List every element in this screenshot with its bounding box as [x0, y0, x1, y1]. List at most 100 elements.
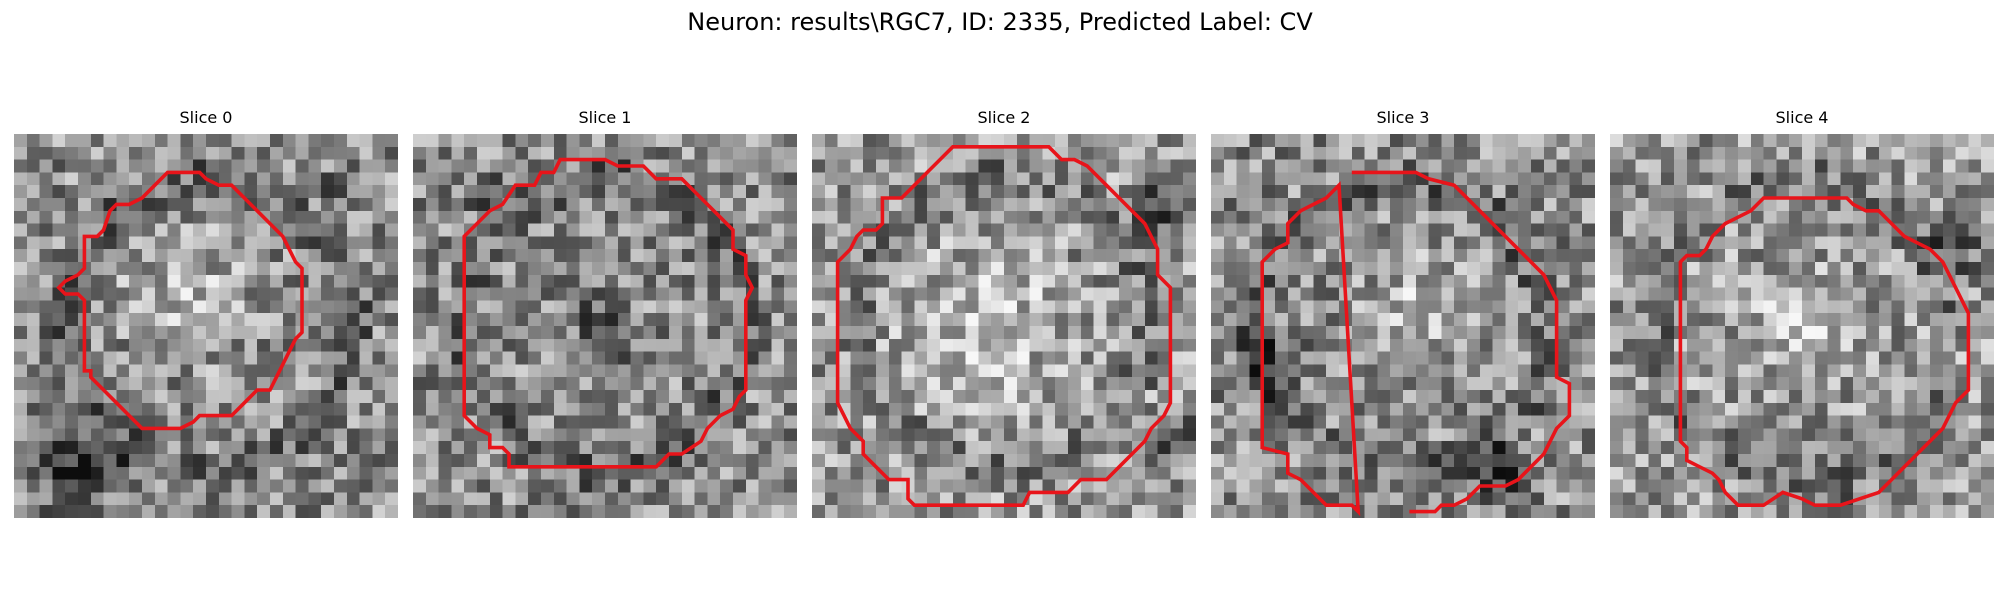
pixel	[952, 287, 966, 301]
pixel	[1814, 159, 1828, 173]
pixel	[1313, 172, 1327, 186]
pixel	[1789, 466, 1803, 480]
pixel	[1622, 390, 1636, 404]
pixel	[334, 492, 348, 506]
pixel	[1674, 236, 1688, 250]
pixel	[579, 262, 593, 276]
pixel	[129, 159, 143, 173]
pixel	[1042, 134, 1056, 148]
pixel	[991, 300, 1005, 314]
pixel	[1582, 198, 1595, 212]
pixel	[669, 454, 683, 468]
pixel	[464, 249, 478, 263]
pixel	[270, 159, 284, 173]
pixel	[656, 377, 670, 391]
pixel	[413, 198, 427, 212]
pixel	[1454, 364, 1468, 378]
pixel	[1262, 479, 1276, 493]
pixel	[385, 185, 398, 199]
pixel	[1699, 338, 1713, 352]
pixel	[1403, 198, 1417, 212]
pixel	[1042, 454, 1056, 468]
pixel	[1223, 185, 1237, 199]
pixel	[876, 262, 890, 276]
pixel	[952, 390, 966, 404]
pixel	[1802, 223, 1816, 237]
pixel	[385, 287, 398, 301]
pixel	[1313, 274, 1327, 288]
pixel	[1042, 185, 1056, 199]
pixel	[720, 172, 734, 186]
pixel	[1840, 236, 1854, 250]
pixel	[464, 198, 478, 212]
pixel	[1505, 351, 1519, 365]
pixel	[656, 287, 670, 301]
pixel	[129, 441, 143, 455]
pixel	[1686, 415, 1700, 429]
pixel	[167, 364, 181, 378]
pixel	[26, 274, 40, 288]
pixel	[1351, 364, 1365, 378]
pixel	[1157, 198, 1171, 212]
pixel	[1556, 287, 1570, 301]
pixel	[1930, 236, 1944, 250]
pixel	[1686, 466, 1700, 480]
pixel	[142, 492, 156, 506]
pixel	[1144, 441, 1158, 455]
pixel	[295, 390, 309, 404]
pixel	[1055, 428, 1069, 442]
pixel	[1403, 466, 1417, 480]
pixel	[643, 134, 657, 148]
pixel	[643, 505, 657, 518]
pixel	[1981, 351, 1994, 365]
pixel	[630, 402, 644, 416]
pixel	[669, 223, 683, 237]
pixel	[965, 134, 979, 148]
pixel	[14, 300, 28, 314]
pixel	[965, 146, 979, 160]
pixel	[257, 249, 271, 263]
pixel	[745, 313, 759, 327]
pixel	[863, 274, 877, 288]
pixel	[180, 479, 194, 493]
pixel	[1326, 351, 1340, 365]
pixel	[592, 210, 606, 224]
pixel	[1428, 236, 1442, 250]
pixel	[1183, 159, 1196, 173]
pixel	[270, 249, 284, 263]
pixel	[78, 223, 92, 237]
pixel	[1106, 172, 1120, 186]
pixel	[438, 326, 452, 340]
pixel	[39, 351, 53, 365]
pixel	[502, 210, 516, 224]
pixel	[1622, 479, 1636, 493]
pixel	[359, 172, 373, 186]
pixel	[1582, 146, 1595, 160]
pixel	[451, 492, 465, 506]
pixel	[528, 351, 542, 365]
pixel	[1814, 492, 1828, 506]
pixel	[1699, 300, 1713, 314]
pixel	[1635, 505, 1649, 518]
pixel	[1029, 505, 1043, 518]
pixel	[1428, 159, 1442, 173]
pixel	[566, 377, 580, 391]
pixel	[630, 326, 644, 340]
pixel	[1080, 134, 1094, 148]
pixel	[1029, 236, 1043, 250]
pixel	[1068, 364, 1082, 378]
pixel	[321, 159, 335, 173]
pixel	[991, 492, 1005, 506]
pixel	[129, 300, 143, 314]
pixel	[1132, 377, 1146, 391]
pixel	[129, 402, 143, 416]
pixel	[206, 454, 220, 468]
pixel	[14, 364, 28, 378]
pixel	[876, 428, 890, 442]
pixel	[528, 377, 542, 391]
pixel	[257, 236, 271, 250]
pixel	[1686, 159, 1700, 173]
pixel	[1763, 326, 1777, 340]
pixel	[1004, 287, 1018, 301]
pixel	[733, 454, 747, 468]
